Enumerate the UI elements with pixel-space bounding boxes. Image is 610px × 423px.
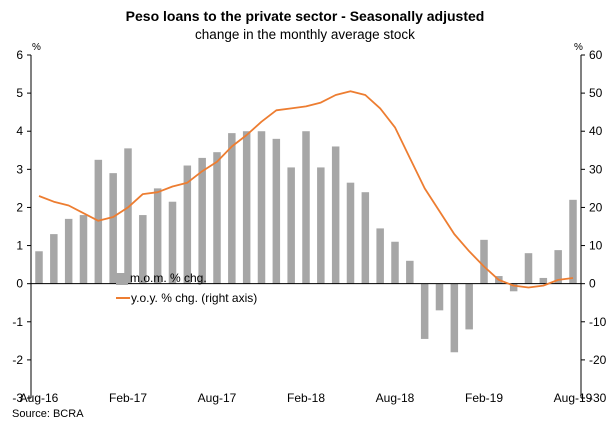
x-tick-label: Feb-19 [465, 391, 503, 405]
bar-mom-13 [228, 133, 236, 284]
bar-mom-6 [124, 148, 132, 284]
bar-mom-11 [198, 157, 206, 284]
bar-mom-27 [435, 283, 444, 311]
legend-line-label: y.o.y. % chg. (right axis) [131, 291, 257, 305]
legend-bar-label: m.o.m. % chg. [130, 271, 207, 285]
bar-mom-24 [391, 241, 399, 284]
chart-subtitle: change in the monthly average stock [195, 27, 415, 42]
right-tick-label: 40 [589, 124, 603, 138]
left-tick-label: -1 [12, 315, 23, 329]
left-tick-label: 0 [16, 277, 23, 291]
x-tick-label: Aug-16 [20, 391, 59, 405]
x-tick-label: Aug-17 [198, 391, 237, 405]
right-tick-label: 50 [589, 86, 603, 100]
bar-mom-29 [465, 283, 473, 330]
bar-mom-0 [35, 251, 43, 284]
x-tick-label: Aug-19 [554, 391, 593, 405]
bar-mom-10 [183, 165, 192, 284]
right-tick-label: 60 [589, 48, 603, 62]
right-tick-label: 20 [589, 200, 603, 214]
x-tick-label: Feb-18 [287, 391, 325, 405]
bar-mom-22 [361, 192, 370, 284]
bar-mom-16 [272, 138, 281, 284]
bar-mom-15 [257, 131, 266, 284]
bar-mom-2 [64, 218, 73, 284]
bar-mom-12 [213, 152, 221, 284]
right-tick-label: 30 [589, 162, 603, 176]
left-tick-label: 6 [16, 48, 23, 62]
bar-mom-25 [406, 260, 414, 284]
bar-mom-14 [242, 131, 251, 284]
left-tick-label: 1 [16, 239, 23, 253]
left-tick-label: -2 [12, 353, 23, 367]
source-note: Source: BCRA [12, 408, 84, 420]
right-tick-label: 10 [589, 239, 603, 253]
bar-mom-23 [376, 228, 384, 284]
bar-mom-20 [331, 146, 340, 284]
bar-mom-34 [539, 277, 548, 284]
left-axis-unit: % [32, 42, 41, 53]
bar-mom-5 [109, 173, 117, 284]
legend: m.o.m. % chg. y.o.y. % chg. (right axis) [116, 271, 257, 305]
x-tick-label: Aug-18 [376, 391, 415, 405]
right-tick-label: -10 [589, 315, 607, 329]
right-tick-label: 0 [589, 277, 596, 291]
bar-mom-7 [139, 215, 147, 284]
left-tick-label: 4 [16, 124, 23, 138]
bar-mom-36 [569, 199, 577, 284]
left-tick-label: 5 [16, 86, 23, 100]
bar-mom-32 [509, 283, 518, 292]
bar-mom-1 [50, 234, 58, 284]
bar-mom-17 [287, 167, 295, 284]
bar-mom-19 [317, 167, 325, 284]
bar-mom-8 [153, 188, 162, 284]
bar-mom-28 [450, 283, 459, 353]
bar-mom-35 [554, 250, 562, 284]
bar-mom-18 [302, 131, 310, 284]
bar-mom-3 [79, 215, 88, 284]
legend-bar-swatch [116, 273, 128, 285]
line-yoy [38, 90, 574, 289]
bar-mom-21 [346, 182, 355, 284]
x-tick-label: Feb-17 [109, 391, 147, 405]
left-tick-label: 2 [16, 200, 23, 214]
bar-mom-33 [524, 253, 533, 284]
bar-mom-30 [480, 239, 488, 284]
bar-mom-4 [94, 159, 103, 284]
right-tick-label: -20 [589, 353, 607, 367]
left-tick-label: 3 [16, 162, 23, 176]
bar-mom-9 [168, 201, 177, 284]
bar-mom-26 [420, 283, 429, 339]
right-tick-label: -30 [589, 391, 607, 405]
right-axis-unit: % [574, 42, 583, 53]
left-tick-label: -3 [12, 391, 23, 405]
chart-title: Peso loans to the private sector - Seaso… [125, 8, 485, 24]
